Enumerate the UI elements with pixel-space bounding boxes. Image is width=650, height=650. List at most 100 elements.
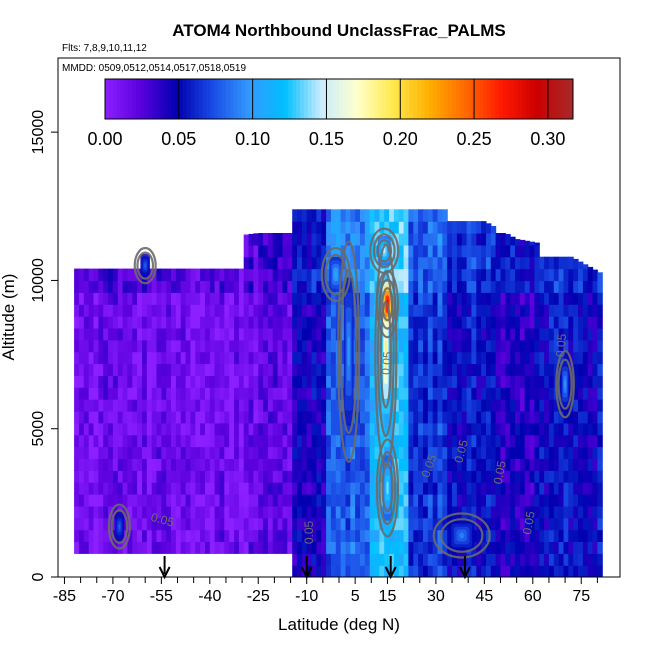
heatmap-cell: [93, 482, 99, 495]
heatmap-cell: [558, 410, 564, 424]
heatmap-cell: [292, 410, 298, 424]
heatmap-cell: [345, 494, 351, 507]
heatmap-cell: [234, 529, 240, 542]
heatmap-cell: [389, 446, 395, 459]
heatmap-cell: [248, 517, 254, 531]
heatmap-cell: [432, 256, 439, 270]
heatmap-cell: [364, 470, 371, 483]
heatmap-cell: [408, 494, 414, 507]
heatmap-cell: [573, 517, 579, 531]
heatmap-cell: [544, 375, 550, 388]
colorbar-segment: [257, 79, 262, 119]
heatmap-cell: [137, 505, 143, 519]
heatmap-cell: [510, 304, 516, 317]
heatmap-cell: [326, 482, 332, 495]
x-tick-label: 75: [572, 588, 590, 605]
heatmap-cell: [427, 304, 434, 317]
colorbar-segment: [487, 79, 492, 119]
heatmap-cell: [248, 541, 254, 554]
colorbar-segment: [190, 79, 196, 119]
heatmap-cell: [263, 422, 269, 436]
heatmap-cell: [224, 458, 230, 471]
heatmap-cell: [321, 268, 327, 282]
heatmap-cell: [423, 541, 429, 554]
heatmap-cell: [437, 233, 443, 246]
heatmap-cell: [108, 482, 114, 495]
heatmap-cell: [442, 505, 448, 519]
heatmap-cell: [519, 410, 526, 424]
heatmap-cell: [374, 565, 380, 577]
heatmap-cell: [103, 434, 109, 448]
heatmap-cell: [185, 517, 191, 531]
heatmap-cell: [548, 529, 555, 542]
heatmap-cell: [592, 399, 598, 412]
heatmap-cell: [398, 529, 405, 542]
heatmap-cell: [500, 434, 506, 448]
colorbar-segment: [108, 79, 114, 119]
heatmap-cell: [142, 458, 148, 471]
heatmap-cell: [495, 316, 501, 329]
heatmap-cell: [452, 221, 458, 234]
heatmap-cell: [495, 233, 501, 246]
colorbar-segment: [514, 79, 519, 119]
heatmap-cell: [379, 529, 385, 542]
x-axis-label: Latitude (deg N): [278, 615, 400, 634]
heatmap-cell: [277, 363, 283, 376]
heatmap-cell: [122, 351, 128, 365]
heatmap-cell: [79, 458, 85, 471]
heatmap-cell: [321, 339, 327, 353]
heatmap-cell: [360, 268, 366, 282]
heatmap-cell: [529, 529, 535, 542]
colorbar-tick-label: 0.20: [383, 129, 418, 149]
heatmap-cell: [253, 375, 259, 388]
heatmap-cell: [321, 494, 327, 507]
colorbar-segment: [366, 79, 371, 119]
heatmap-cell: [437, 256, 443, 270]
heatmap-cell: [345, 470, 351, 483]
heatmap-cell: [510, 553, 516, 566]
heatmap-cell: [292, 221, 298, 234]
heatmap-cell: [93, 529, 99, 542]
heatmap-cell: [88, 280, 95, 293]
heatmap-cell: [263, 517, 269, 531]
heatmap-cell: [229, 280, 235, 293]
heatmap-cell: [146, 410, 153, 424]
heatmap-cell: [137, 434, 143, 448]
heatmap-cell: [195, 292, 201, 305]
heatmap-cell: [137, 375, 143, 388]
heatmap-cell: [137, 387, 143, 400]
heatmap-cell: [490, 375, 497, 388]
heatmap-cell: [350, 256, 356, 270]
heatmap-cell: [573, 339, 579, 353]
heatmap-cell: [306, 399, 313, 412]
heatmap-cell: [558, 470, 564, 483]
heatmap-cell: [558, 292, 564, 305]
heatmap-cell: [98, 375, 104, 388]
heatmap-cell: [209, 316, 216, 329]
heatmap-cell: [456, 399, 463, 412]
heatmap-cell: [326, 458, 332, 471]
heatmap-cell: [350, 482, 356, 495]
colorbar-segment: [459, 79, 465, 119]
heatmap-cell: [79, 292, 85, 305]
colorbar-segment: [186, 79, 192, 119]
colorbar-segment: [323, 79, 328, 119]
heatmap-cell: [544, 316, 550, 329]
heatmap-cell: [238, 517, 245, 531]
heatmap-cell: [423, 434, 429, 448]
heatmap-cell: [466, 470, 472, 483]
heatmap-cell: [258, 375, 264, 388]
heatmap-cell: [205, 280, 211, 293]
heatmap-cell: [364, 565, 371, 577]
heatmap-cell: [418, 327, 424, 341]
heatmap-cell: [481, 470, 487, 483]
heatmap-cell: [442, 517, 448, 531]
heatmap-cell: [515, 244, 521, 258]
heatmap-cell: [529, 351, 535, 365]
heatmap-cell: [452, 363, 458, 376]
heatmap-cell: [355, 541, 361, 554]
heatmap-cell: [219, 529, 225, 542]
heatmap-cell: [132, 387, 138, 400]
heatmap-cell: [364, 517, 371, 531]
heatmap-cell: [413, 434, 419, 448]
